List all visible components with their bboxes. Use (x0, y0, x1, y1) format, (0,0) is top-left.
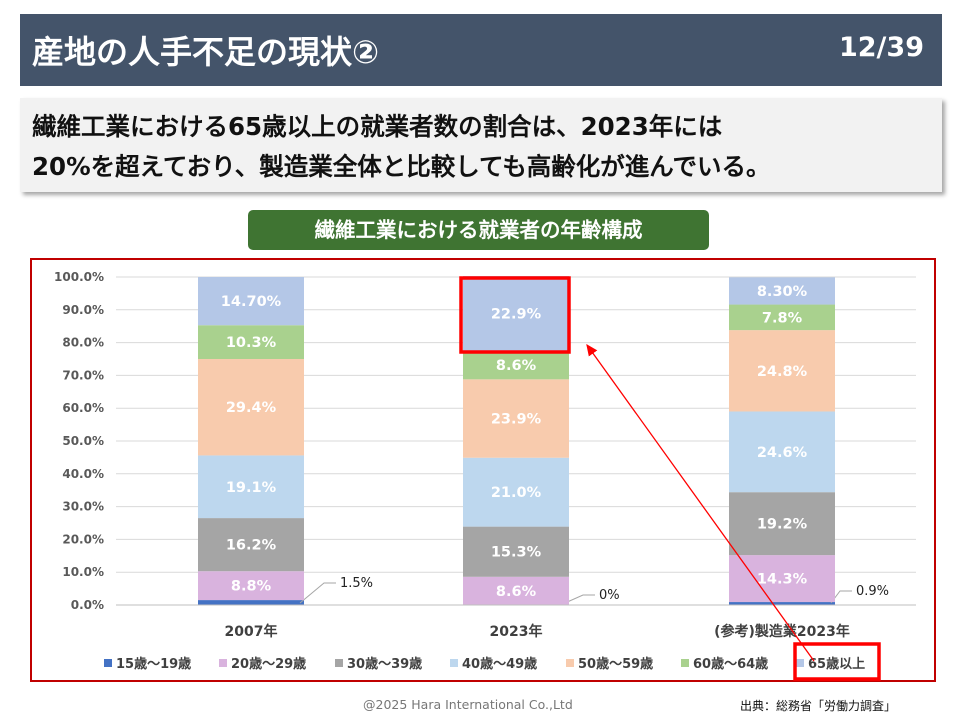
bar-segment (729, 555, 835, 603)
y-tick-label: 60.0% (62, 401, 104, 415)
lead-line-1: 繊維工業における65歳以上の就業者数の割合は、2023年には (32, 112, 723, 141)
data-label: 8.6% (496, 358, 537, 374)
y-tick-label: 10.0% (62, 565, 104, 579)
legend-label: 50歳～59歳 (578, 656, 653, 672)
legend-label: 60歳～64歳 (693, 656, 768, 672)
legend-swatch (104, 659, 112, 667)
bar-segment (729, 277, 835, 305)
x-category-label: 2007年 (225, 623, 278, 640)
highlight-box-legend-65plus (793, 642, 881, 681)
data-label: 29.4% (226, 400, 277, 416)
legend-label: 65歳以上 (808, 656, 865, 672)
data-label: 21.0% (491, 485, 542, 501)
leader-line (299, 582, 336, 604)
bar-segment (729, 304, 835, 331)
page-number: 12/39 (838, 32, 924, 63)
copyright: @2025 Hara International Co.,Ltd (363, 697, 573, 712)
bar-segment (463, 526, 569, 577)
chart-frame (30, 258, 936, 682)
legend-label: 40歳～49歳 (462, 656, 537, 672)
legend-swatch (681, 659, 689, 667)
y-tick-label: 20.0% (62, 532, 104, 546)
lead-message-box: 繊維工業における65歳以上の就業者数の割合は、2023年には 20%を超えており… (20, 98, 942, 192)
legend-label: 30歳～39歳 (347, 656, 422, 672)
data-label: 7.8% (762, 310, 803, 326)
leader-line (564, 594, 595, 604)
highlight-box-2023-65plus (459, 276, 571, 354)
bar-segment (198, 325, 304, 359)
bar-segment (198, 600, 304, 605)
y-tick-label: 30.0% (62, 500, 104, 514)
source-note: 出典：総務省「労働力調査」 (740, 699, 897, 713)
data-label: 8.30% (757, 284, 808, 300)
bar-segment (198, 455, 304, 519)
bar-segment (198, 359, 304, 456)
bar-segment (463, 351, 569, 380)
data-label: 14.70% (221, 294, 282, 310)
data-label: 19.2% (757, 517, 808, 533)
lead-line-2: 20%を超えており、製造業全体と比較しても高齢化が進んでいる。 (32, 152, 771, 181)
bar-segment (463, 276, 569, 352)
data-label: 0.9% (856, 584, 889, 599)
data-label: 23.9% (491, 412, 542, 428)
legend-swatch (335, 659, 343, 667)
legend-label: 15歳～19歳 (116, 656, 191, 672)
x-category-label: (参考)製造業2023年 (714, 623, 850, 640)
bar-segment (463, 576, 569, 605)
legend-label: 20歳～29歳 (231, 656, 306, 672)
legend-swatch (450, 659, 458, 667)
bar-segment (198, 277, 304, 326)
y-tick-label: 0.0% (71, 598, 104, 612)
data-label: 16.2% (226, 538, 277, 554)
data-label: 8.6% (496, 584, 537, 600)
legend-swatch (566, 659, 574, 667)
data-label: 15.3% (491, 545, 542, 561)
chart-title: 繊維工業における就業者の年齢構成 (248, 210, 709, 250)
y-tick-label: 50.0% (62, 434, 104, 448)
legend-swatch (219, 659, 227, 667)
bar-segment (729, 411, 835, 493)
data-label: 24.6% (757, 445, 808, 461)
bar-segment (729, 492, 835, 556)
bar-segment (729, 602, 835, 605)
data-label: 14.3% (757, 572, 808, 588)
y-tick-label: 100.0% (54, 270, 104, 284)
y-tick-label: 90.0% (62, 303, 104, 317)
x-category-label: 2023年 (490, 623, 543, 640)
data-label: 22.9% (491, 307, 542, 323)
y-tick-label: 70.0% (62, 368, 104, 382)
bar-segment (463, 379, 569, 458)
data-label: 0% (599, 588, 620, 603)
y-tick-label: 40.0% (62, 467, 104, 481)
data-label: 1.5% (340, 576, 373, 591)
y-tick-label: 80.0% (62, 336, 104, 350)
bar-segment (729, 330, 835, 412)
data-label: 19.1% (226, 480, 277, 496)
data-label: 24.8% (757, 364, 808, 380)
bar-segment (463, 457, 569, 527)
annotation-arrow (586, 343, 815, 662)
legend-swatch (796, 659, 804, 667)
page-title: 産地の人手不足の現状② (32, 33, 380, 71)
bar-segment (198, 571, 304, 601)
data-label: 8.8% (231, 579, 272, 595)
bar-segment (198, 518, 304, 572)
data-label: 10.3% (226, 335, 277, 351)
header-bar: 産地の人手不足の現状② 12/39 (20, 14, 942, 86)
